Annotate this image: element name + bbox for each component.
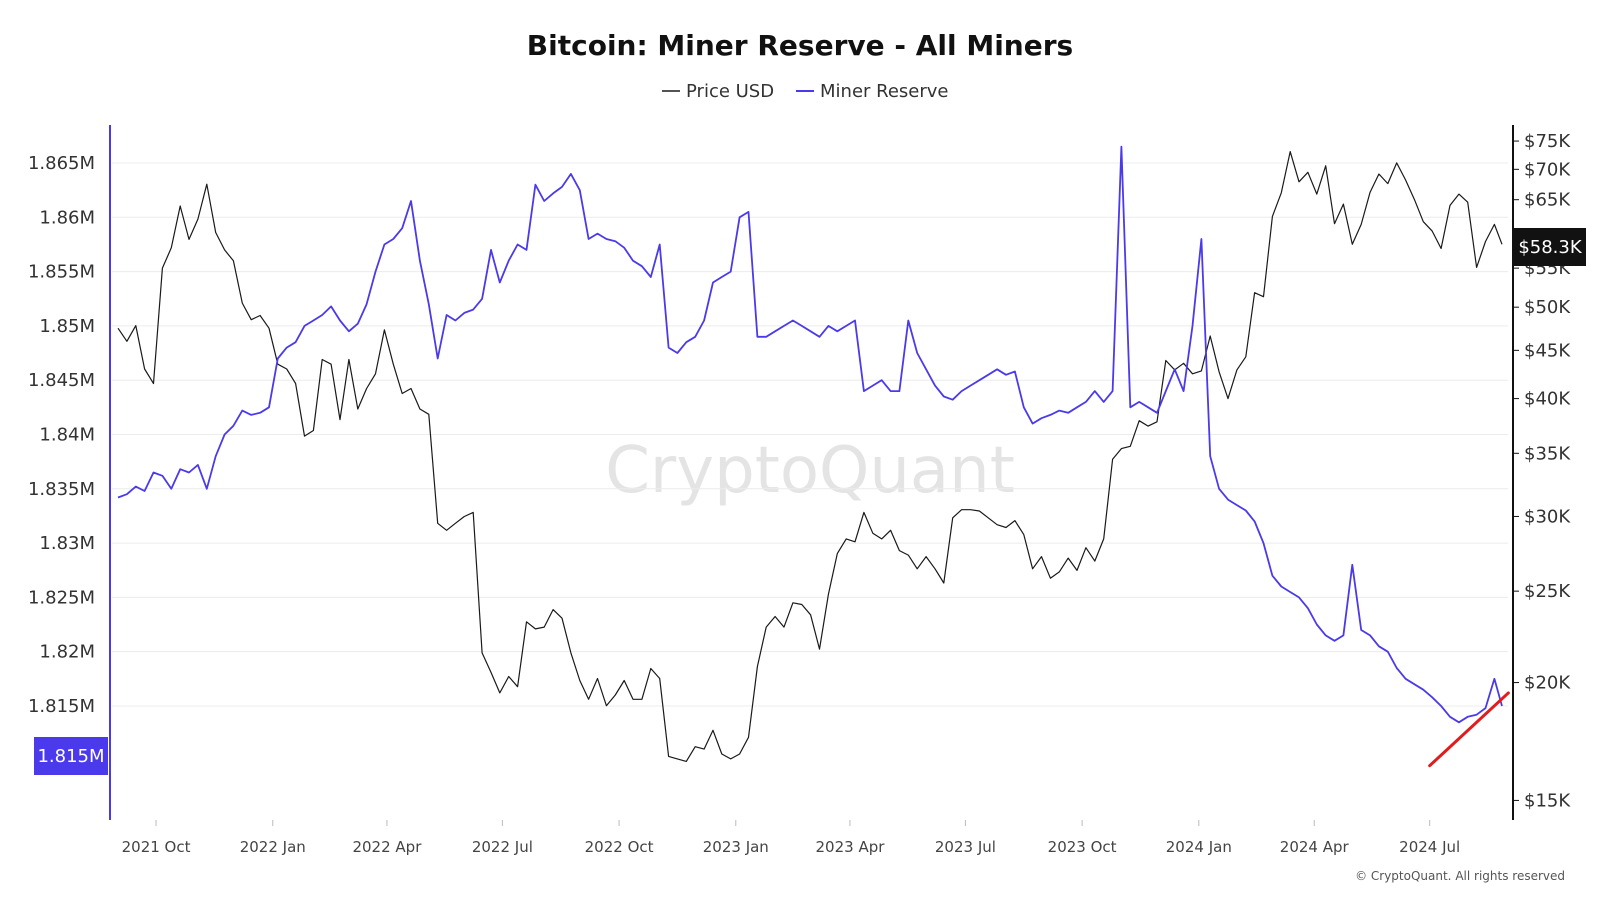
y-right-tick-label: $40K — [1524, 389, 1571, 410]
miner-reserve-badge-label: 1.815M — [37, 746, 104, 767]
y-left-tick-label: 1.82M — [39, 642, 95, 663]
x-axis-ticks: 2021 Oct 2022 Jan 2022 Apr 2022 Jul 2022 Oct… — [122, 820, 1460, 856]
y-left-tick-label: 1.835M — [28, 479, 95, 500]
chart-title: Bitcoin: Miner Reserve - All Miners — [527, 29, 1073, 62]
miner-reserve-badge-bg — [34, 737, 108, 775]
y-left-tick-label: 1.83M — [39, 533, 95, 554]
price-badge-bg — [1514, 228, 1586, 266]
x-tick-label: 2023 Jul — [935, 838, 996, 856]
y-left-tick-label: 1.85M — [39, 316, 95, 337]
copyright: © CryptoQuant. All rights reserved — [1355, 869, 1565, 883]
legend-item-miner-reserve[interactable]: Miner Reserve — [796, 81, 949, 102]
x-tick-label: 2024 Jul — [1399, 838, 1460, 856]
y-left-tick-label: 1.86M — [39, 207, 95, 228]
miner-reserve-current-badge: 1.815M — [34, 737, 108, 775]
y-right-tick-label: $65K — [1524, 190, 1571, 211]
legend-label-miner-reserve: Miner Reserve — [820, 81, 949, 102]
price-current-badge: $58.3K — [1514, 228, 1586, 266]
x-tick-label: 2024 Apr — [1280, 838, 1350, 856]
x-tick-label: 2022 Oct — [585, 838, 654, 856]
legend-item-price[interactable]: Price USD — [662, 81, 774, 102]
x-tick-label: 2024 Jan — [1166, 838, 1232, 856]
y-right-tick-label: $15K — [1524, 790, 1571, 811]
y-left-tick-label: 1.845M — [28, 370, 95, 391]
series — [117, 145, 1503, 763]
y-right-tick-label: $30K — [1524, 506, 1571, 527]
y-right-tick-label: $50K — [1524, 297, 1571, 318]
x-tick-label: 2023 Apr — [816, 838, 886, 856]
series-line-miner-reserve — [117, 145, 1503, 724]
y-right-tick-label: $20K — [1524, 673, 1571, 694]
y-left-tick-label: 1.865M — [28, 153, 95, 174]
watermark: CryptoQuant — [605, 434, 1015, 508]
y-left-tick-label: 1.825M — [28, 587, 95, 608]
x-tick-label: 2021 Oct — [122, 838, 191, 856]
y-right-tick-label: $45K — [1524, 340, 1571, 361]
legend: Price USD Miner Reserve — [662, 81, 949, 102]
x-tick-label: 2022 Jan — [240, 838, 306, 856]
x-tick-label: 2022 Apr — [352, 838, 422, 856]
legend-label-price: Price USD — [686, 81, 774, 102]
y-right-tick-label: $25K — [1524, 581, 1571, 602]
y-left-tick-label: 1.855M — [28, 262, 95, 283]
price-badge-label: $58.3K — [1518, 237, 1583, 258]
y-right-tick-label: $70K — [1524, 159, 1571, 180]
x-tick-label: 2023 Oct — [1048, 838, 1117, 856]
y-left-tick-label: 1.84M — [39, 424, 95, 445]
left-axis-ticks: 1.815M 1.82M 1.825M 1.83M 1.835M 1.84M 1.845M 1… — [28, 153, 95, 717]
x-tick-label: 2022 Jul — [472, 838, 533, 856]
x-tick-label: 2023 Jan — [703, 838, 769, 856]
y-right-tick-label: $35K — [1524, 443, 1571, 464]
y-left-tick-label: 1.815M — [28, 696, 95, 717]
series-line-price-usd — [117, 151, 1503, 763]
y-right-tick-label: $75K — [1524, 131, 1571, 152]
gridlines — [112, 162, 1508, 707]
trend-annotation-line — [1428, 691, 1510, 768]
